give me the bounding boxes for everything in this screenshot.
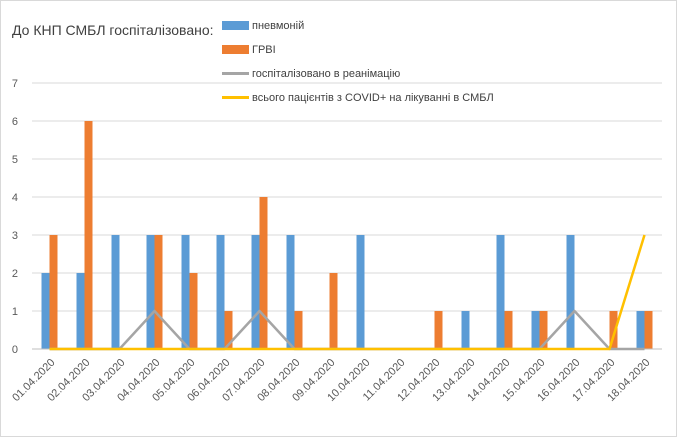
series-line: [49, 234, 646, 351]
y-tick-label: 4: [12, 192, 18, 204]
bar: [154, 235, 163, 349]
legend-swatch-arvi: [222, 45, 249, 54]
bar: [461, 311, 470, 349]
y-tick-label: 3: [12, 230, 18, 242]
bar: [41, 273, 50, 349]
bar: [251, 235, 260, 349]
bar: [434, 311, 443, 349]
bar: [636, 311, 645, 349]
legend-swatch-pneumonia: [222, 21, 249, 30]
legend-label-pneumonia: пневмоній: [252, 20, 305, 32]
bar: [644, 311, 653, 349]
bar: [189, 273, 198, 349]
bar: [294, 311, 303, 349]
bar: [609, 311, 618, 349]
y-tick-label: 0: [12, 344, 18, 356]
legend-item-covid: всього пацієнтів з COVID+ на лікуванні в…: [222, 91, 622, 105]
bar: [111, 235, 120, 349]
series-line: [49, 309, 645, 351]
chart-title: До КНП СМБЛ госпіталізовано:: [12, 22, 214, 38]
bar: [286, 235, 295, 349]
y-tick-label: 5: [12, 154, 18, 166]
legend-label-covid: всього пацієнтів з COVID+ на лікуванні в…: [252, 92, 494, 104]
bar: [216, 235, 225, 349]
bar: [76, 273, 85, 349]
bar: [539, 311, 548, 349]
legend-swatch-covid: [222, 96, 249, 99]
bar: [496, 235, 505, 349]
bar: [329, 273, 338, 349]
bar: [259, 197, 268, 349]
legend-label-arvi: ГРВІ: [252, 44, 276, 56]
y-tick-label: 6: [12, 116, 18, 128]
bar: [356, 235, 365, 349]
bar: [84, 121, 93, 349]
bar: [531, 311, 540, 349]
legend-item-arvi: ГРВІ: [222, 43, 622, 57]
bar: [566, 235, 575, 349]
bar: [181, 235, 190, 349]
legend-swatch-icu: [222, 72, 249, 75]
bar: [504, 311, 513, 349]
legend-item-icu: госпіталізовано в реанімацію: [222, 67, 622, 81]
y-tick-label: 7: [12, 78, 18, 90]
y-tick-label: 2: [12, 268, 18, 280]
legend-item-pneumonia: пневмоній: [222, 19, 622, 33]
legend-label-icu: госпіталізовано в реанімацію: [252, 68, 401, 80]
bar: [49, 235, 58, 349]
y-tick-label: 1: [12, 306, 18, 318]
bar: [146, 235, 155, 349]
bar: [224, 311, 233, 349]
